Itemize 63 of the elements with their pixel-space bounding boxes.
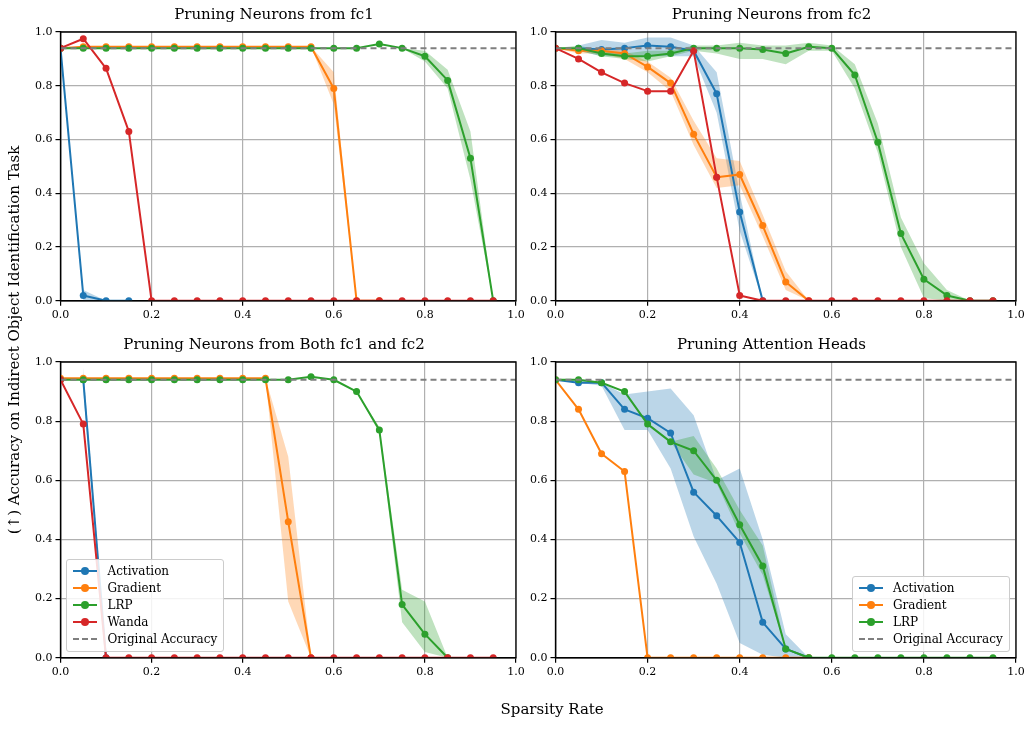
y-tick-label: 1.0: [529, 354, 548, 368]
x-axis-title: Sparsity Rate: [500, 700, 604, 718]
legend-label: Wanda: [107, 613, 149, 631]
y-tick-label: 1.0: [529, 24, 548, 38]
legend-label: Activation: [107, 562, 170, 580]
y-tick-label: 0.8: [529, 78, 548, 92]
y-tick-label: 0.4: [34, 186, 53, 200]
y-tick-label: 0.4: [529, 186, 548, 200]
y-tick-label: 0.8: [34, 78, 53, 92]
x-tick-label: 0.4: [233, 308, 252, 322]
x-tick-label: 0.0: [51, 308, 70, 322]
x-tick-label: 0.2: [638, 308, 657, 322]
x-tick-label: 0.6: [823, 308, 841, 322]
x-tick-label: 0.4: [730, 308, 749, 322]
x-tick-label: 0.2: [142, 308, 161, 322]
x-tick-label: 0.4: [730, 665, 749, 679]
y-axis-title: (↑) Accuracy on Indirect Object Identification Task: [4, 145, 23, 535]
y-tick-label: 1.0: [34, 354, 53, 368]
x-tick-label: 0.6: [325, 665, 343, 679]
x-tick-label: 0.2: [638, 665, 657, 679]
y-tick-label: 0.2: [34, 591, 53, 605]
x-tick-label: 0.0: [546, 665, 565, 679]
y-tick-label: 0.2: [34, 239, 53, 253]
legend-label: Original Accuracy: [107, 630, 218, 648]
y-tick-label: 0.8: [34, 414, 53, 428]
legend-label: Activation: [893, 579, 955, 597]
y-tick-label: 0.6: [529, 132, 548, 146]
x-tick-label: 0.0: [51, 665, 70, 679]
y-tick-label: 0.4: [34, 532, 53, 546]
legend-label: Gradient: [107, 579, 162, 597]
y-tick-label: 0.0: [34, 293, 53, 307]
legend-label: Gradient: [893, 596, 947, 614]
x-tick-label: 1.0: [507, 665, 525, 679]
x-tick-label: 0.0: [546, 308, 565, 322]
x-tick-label: 0.8: [416, 665, 434, 679]
y-tick-label: 0.6: [34, 473, 53, 487]
x-tick-label: 1.0: [507, 308, 525, 322]
legend-label: LRP: [107, 596, 133, 614]
x-tick-label: 1.0: [1007, 665, 1025, 679]
y-tick-label: 0.0: [529, 293, 548, 307]
y-tick-label: 0.0: [34, 650, 53, 664]
x-tick-label: 0.8: [416, 308, 434, 322]
y-tick-label: 0.2: [529, 591, 548, 605]
chart-title: Pruning Neurons from Both fc1 and fc2: [123, 334, 425, 353]
y-tick-label: 1.0: [34, 24, 53, 38]
y-tick-label: 0.8: [529, 414, 548, 428]
y-tick-label: 0.6: [34, 132, 53, 146]
y-tick-label: 0.4: [529, 532, 548, 546]
y-tick-label: 0.6: [529, 473, 548, 487]
x-tick-label: 0.8: [915, 665, 933, 679]
y-tick-label: 0.0: [529, 650, 548, 664]
x-tick-label: 0.6: [823, 665, 841, 679]
x-tick-label: 0.6: [325, 308, 343, 322]
chart-title: Pruning Attention Heads: [676, 334, 867, 353]
y-tick-label: 0.2: [529, 239, 548, 253]
chart-title: Pruning Neurons from fc1: [174, 4, 374, 23]
x-tick-label: 0.4: [233, 665, 252, 679]
legend-label: Original Accuracy: [893, 630, 1003, 648]
x-tick-label: 1.0: [1007, 308, 1025, 322]
x-tick-label: 0.8: [915, 308, 933, 322]
x-tick-label: 0.2: [142, 665, 161, 679]
legend-label: LRP: [893, 613, 919, 631]
chart-title: Pruning Neurons from fc2: [671, 4, 872, 23]
